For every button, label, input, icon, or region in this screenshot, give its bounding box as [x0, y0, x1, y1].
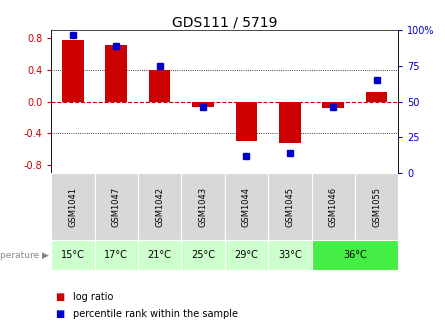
Bar [138, 173, 182, 240]
Bar [51, 240, 95, 270]
Text: GSM1055: GSM1055 [372, 186, 381, 227]
Bar [138, 240, 182, 270]
Bar [355, 173, 398, 240]
Text: 36°C: 36°C [343, 250, 367, 260]
Text: GSM1045: GSM1045 [285, 186, 294, 227]
Text: percentile rank within the sample: percentile rank within the sample [73, 309, 239, 319]
Text: ■: ■ [56, 292, 65, 302]
Bar [105, 44, 127, 101]
Text: GSM1041: GSM1041 [69, 186, 77, 227]
Text: temperature ▶: temperature ▶ [0, 251, 49, 260]
Text: GSM1042: GSM1042 [155, 186, 164, 227]
Bar [62, 40, 84, 101]
Text: log ratio: log ratio [73, 292, 114, 302]
Bar [322, 101, 344, 108]
Bar [95, 240, 138, 270]
Bar [279, 101, 301, 143]
Bar [149, 70, 170, 101]
Text: 21°C: 21°C [148, 250, 172, 260]
Text: GSM1043: GSM1043 [198, 186, 207, 227]
Bar [366, 92, 388, 101]
Text: ■: ■ [56, 309, 65, 319]
Bar [225, 173, 268, 240]
Bar [51, 173, 95, 240]
Text: 17°C: 17°C [104, 250, 128, 260]
Text: GSM1047: GSM1047 [112, 186, 121, 227]
Text: GSM1044: GSM1044 [242, 186, 251, 227]
Bar [268, 240, 312, 270]
Text: 15°C: 15°C [61, 250, 85, 260]
Text: GSM1046: GSM1046 [329, 186, 338, 227]
Title: GDS111 / 5719: GDS111 / 5719 [172, 15, 278, 29]
Bar [312, 173, 355, 240]
Bar [225, 240, 268, 270]
Bar [182, 240, 225, 270]
Text: 33°C: 33°C [278, 250, 302, 260]
Bar [235, 101, 257, 140]
Bar [312, 240, 398, 270]
Bar [268, 173, 312, 240]
Text: 25°C: 25°C [191, 250, 215, 260]
Bar [192, 101, 214, 107]
Bar [95, 173, 138, 240]
Text: 29°C: 29°C [235, 250, 259, 260]
Bar [182, 173, 225, 240]
